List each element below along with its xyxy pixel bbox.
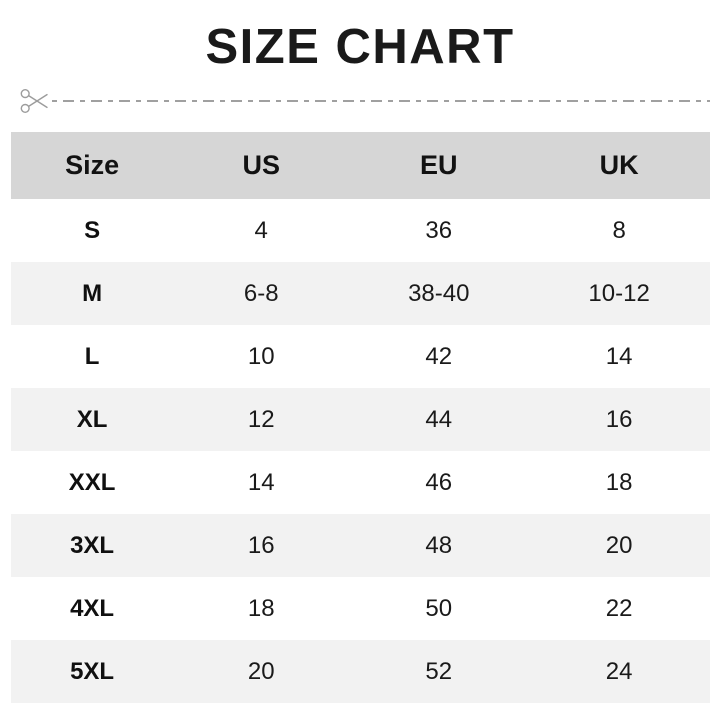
size-table: Size US EU UK S 4 36 8 M 6-8 38-40 10-12 <box>11 132 710 704</box>
cell-us: 18 <box>247 594 275 622</box>
table-row: M 6-8 38-40 10-12 <box>11 262 710 326</box>
page-title: SIZE CHART <box>205 20 515 74</box>
dashed-cut-line <box>52 100 710 103</box>
table-row: 4XL 18 50 22 <box>11 577 710 641</box>
cell-size: XL <box>76 405 108 433</box>
cell-uk: 18 <box>605 468 633 496</box>
cell-uk: 8 <box>612 216 626 244</box>
table-row: L 10 42 14 <box>11 325 710 389</box>
cell-size: M <box>82 279 103 307</box>
cell-size: S <box>84 216 101 244</box>
column-header-us: US <box>242 150 280 181</box>
table-row: XXL 14 46 18 <box>11 451 710 515</box>
title-container: SIZE CHART <box>0 0 720 73</box>
cell-us: 10 <box>247 342 275 370</box>
column-header-uk: UK <box>599 150 639 181</box>
cell-uk: 24 <box>605 657 633 685</box>
cell-eu: 52 <box>425 657 453 685</box>
table-row: XL 12 44 16 <box>11 388 710 452</box>
cell-eu: 36 <box>425 216 453 244</box>
column-header-eu: EU <box>420 150 458 181</box>
size-table-container: Size US EU UK S 4 36 8 M 6-8 38-40 10-12 <box>11 132 710 704</box>
column-header-size: Size <box>65 150 120 181</box>
cell-us: 14 <box>247 468 275 496</box>
cell-size: 4XL <box>70 594 115 622</box>
cell-size: L <box>84 342 100 370</box>
cell-us: 20 <box>247 657 275 685</box>
table-row: 3XL 16 48 20 <box>11 514 710 578</box>
cell-eu: 38-40 <box>408 279 470 307</box>
cell-size: 5XL <box>70 657 115 685</box>
cell-us: 4 <box>254 216 268 244</box>
cell-eu: 42 <box>425 342 453 370</box>
cell-uk: 14 <box>605 342 633 370</box>
table-body: S 4 36 8 M 6-8 38-40 10-12 L 10 42 14 <box>11 199 710 704</box>
cell-size: XXL <box>68 468 116 496</box>
table-row: 5XL 20 52 24 <box>11 640 710 704</box>
table-header-row: Size US EU UK <box>11 132 710 200</box>
cell-eu: 48 <box>425 531 453 559</box>
scissors-icon <box>20 88 50 114</box>
cell-us: 12 <box>247 405 275 433</box>
cell-size: 3XL <box>70 531 115 559</box>
cell-uk: 16 <box>605 405 633 433</box>
cell-eu: 44 <box>425 405 453 433</box>
cut-line <box>20 87 710 115</box>
cell-uk: 20 <box>605 531 633 559</box>
cell-us: 6-8 <box>243 279 279 307</box>
table-row: S 4 36 8 <box>11 199 710 263</box>
cell-eu: 46 <box>425 468 453 496</box>
cell-uk: 10-12 <box>588 279 650 307</box>
cell-eu: 50 <box>425 594 453 622</box>
table-head: Size US EU UK <box>11 132 710 200</box>
cell-us: 16 <box>247 531 275 559</box>
cell-uk: 22 <box>605 594 633 622</box>
